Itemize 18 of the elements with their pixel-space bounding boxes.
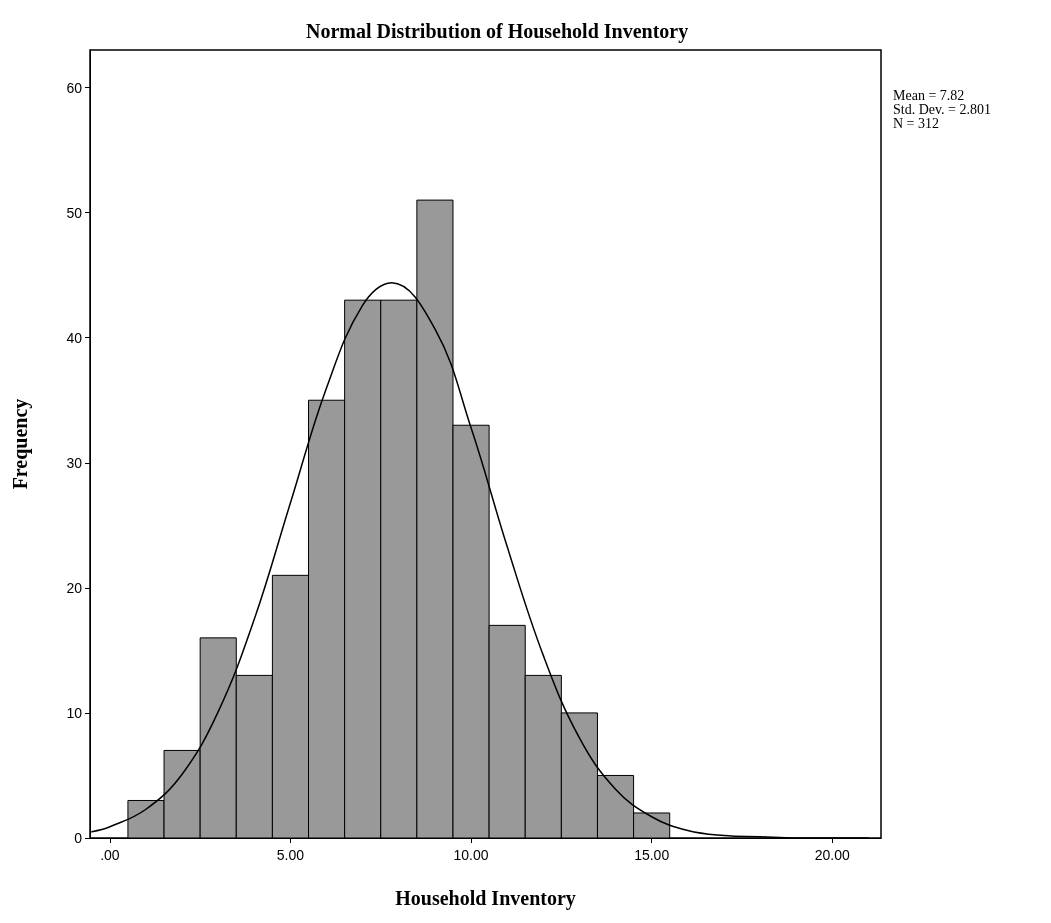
y-tick-label: 40 — [66, 329, 83, 346]
x-tick-label: 10.00 — [453, 847, 489, 863]
x-tick-label: 5.00 — [276, 847, 305, 863]
y-tick-label: 30 — [66, 454, 83, 471]
y-tick-label: 0 — [74, 830, 83, 846]
text: Std. Dev. = 2.801 — [893, 101, 991, 117]
text: N = 312 — [893, 115, 940, 131]
x-tick-label: 20.00 — [814, 847, 850, 863]
x-axis-title: Household Inventory — [395, 887, 576, 910]
y-tick-label: 50 — [66, 204, 83, 221]
y-axis-title: Frequency — [9, 398, 32, 490]
text: Mean = 7.82 — [893, 87, 965, 103]
y-tick-label: 10 — [66, 704, 83, 721]
y-tick-label: 20 — [66, 579, 83, 596]
x-tick-label: .00 — [100, 847, 120, 863]
y-tick-label: 60 — [66, 79, 83, 96]
chart-title: Normal Distribution of Household Inventory — [306, 20, 689, 43]
x-tick-label: 15.00 — [634, 847, 670, 863]
